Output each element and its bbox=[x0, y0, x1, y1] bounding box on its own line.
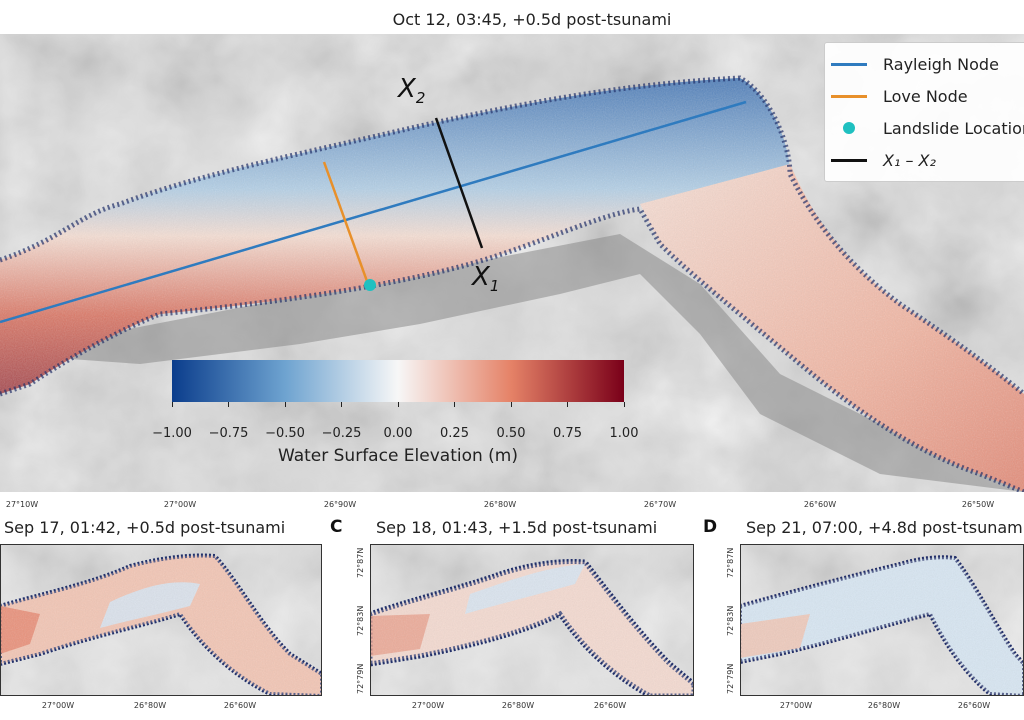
colorbar-tick-mark bbox=[171, 402, 173, 407]
subpanel-x-tick-label: 27°00W bbox=[779, 701, 813, 710]
main-x-tick-label: 27°10W bbox=[5, 500, 39, 509]
colorbar-tick-mark bbox=[454, 402, 455, 407]
subpanel-x-tick-label: 26°80W bbox=[501, 701, 535, 710]
main-x-tick-label: 27°00W bbox=[163, 500, 197, 509]
legend-label-transect: X₁ – X₂ bbox=[883, 150, 936, 170]
panel-d-title: Sep 21, 07:00, +4.8d post-tsunami bbox=[746, 518, 1024, 537]
transect-line bbox=[434, 117, 484, 249]
legend-item-transect: X₁ – X₂ bbox=[831, 147, 936, 173]
legend-swatch-rayleigh bbox=[831, 62, 867, 66]
subpanel-y-tick-label: 72°83N bbox=[726, 605, 735, 636]
colorbar-tick-label: 0.25 bbox=[440, 426, 469, 441]
north-shoreline bbox=[0, 75, 1024, 396]
colorbar-tick-label: −1.00 bbox=[152, 426, 192, 441]
love-node-line bbox=[322, 161, 370, 285]
subpanel-x-tick-label: 26°60W bbox=[593, 701, 627, 710]
colorbar-tick-label: −0.75 bbox=[208, 426, 249, 441]
legend-label-rayleigh: Rayleigh Node bbox=[883, 54, 999, 74]
colorbar-tick-mark bbox=[567, 402, 568, 407]
legend-label-landslide: Landslide Location bbox=[883, 118, 1024, 138]
subpanel-y-tick-label: 72°79N bbox=[726, 663, 735, 694]
colorbar-tick-label: 0.75 bbox=[553, 426, 582, 441]
subpanel-y-tick-label: 72°79N bbox=[356, 663, 365, 694]
legend-swatch-love bbox=[831, 94, 867, 98]
terrain-shadow bbox=[0, 234, 1024, 492]
main-x-tick-label: 26°90W bbox=[323, 500, 357, 509]
legend-swatch-transect bbox=[831, 158, 867, 162]
legend-label-love: Love Node bbox=[883, 86, 968, 106]
colorbar-tick-mark bbox=[228, 402, 229, 407]
legend-swatch-landslide bbox=[843, 122, 855, 134]
panel-d-letter: D bbox=[703, 517, 718, 537]
colorbar-tick-mark bbox=[510, 402, 512, 407]
subpanel-y-tick-label: 72°87N bbox=[726, 547, 735, 578]
colorbar-tick-mark bbox=[284, 402, 286, 407]
colorbar-tick-label: −0.50 bbox=[265, 426, 305, 441]
rayleigh-node-line bbox=[0, 100, 747, 324]
panel-c-letter: C bbox=[330, 517, 343, 537]
subpanel-x-tick-label: 26°60W bbox=[223, 701, 257, 710]
panel-d-map bbox=[740, 544, 1024, 696]
transect-label-x2: X2 bbox=[398, 74, 426, 108]
legend: Rayleigh Node Love Node Landslide Locati… bbox=[824, 42, 1024, 182]
colorbar-tick-mark bbox=[341, 402, 342, 407]
subpanel-x-tick-label: 27°00W bbox=[41, 701, 75, 710]
main-x-tick-label: 26°70W bbox=[643, 500, 677, 509]
subpanel-x-tick-label: 26°60W bbox=[957, 701, 991, 710]
subpanel-y-tick-label: 72°83N bbox=[356, 605, 365, 636]
colorbar-tick-mark bbox=[623, 402, 625, 407]
colorbar-tick-mark bbox=[397, 402, 399, 407]
subpanel-x-tick-label: 26°80W bbox=[867, 701, 901, 710]
subpanel-y-tick-label: 72°87N bbox=[356, 547, 365, 578]
legend-item-love: Love Node bbox=[831, 83, 968, 109]
legend-item-landslide: Landslide Location bbox=[831, 115, 1024, 141]
landslide-location-marker bbox=[364, 279, 376, 291]
colorbar-tick-label: 0.50 bbox=[496, 426, 526, 441]
colorbar-tick-label: 1.00 bbox=[609, 426, 639, 441]
panel-c-map bbox=[370, 544, 694, 696]
colorbar-tick-label: 0.00 bbox=[383, 426, 413, 441]
water-speckle bbox=[0, 78, 1024, 492]
panel-c-title: Sep 18, 01:43, +1.5d post-tsunami bbox=[376, 518, 658, 537]
subpanel-x-tick-label: 27°00W bbox=[411, 701, 445, 710]
subpanel-x-tick-label: 26°80W bbox=[133, 701, 167, 710]
main-x-tick-label: 26°50W bbox=[961, 500, 995, 509]
colorbar-tick-label: −0.25 bbox=[321, 426, 362, 441]
south-shoreline bbox=[0, 206, 1024, 492]
main-x-tick-label: 26°80W bbox=[483, 500, 517, 509]
panel-b-title: Sep 17, 01:42, +0.5d post-tsunami bbox=[4, 518, 286, 537]
colorbar bbox=[172, 360, 624, 402]
main-x-tick-label: 26°60W bbox=[803, 500, 837, 509]
main-title: Oct 12, 03:45, +0.5d post-tsunami bbox=[392, 10, 672, 29]
legend-item-rayleigh: Rayleigh Node bbox=[831, 51, 999, 77]
transect-label-x1: X1 bbox=[472, 262, 500, 296]
panel-b-map bbox=[0, 544, 322, 696]
colorbar-label: Water Surface Elevation (m) bbox=[277, 446, 519, 466]
